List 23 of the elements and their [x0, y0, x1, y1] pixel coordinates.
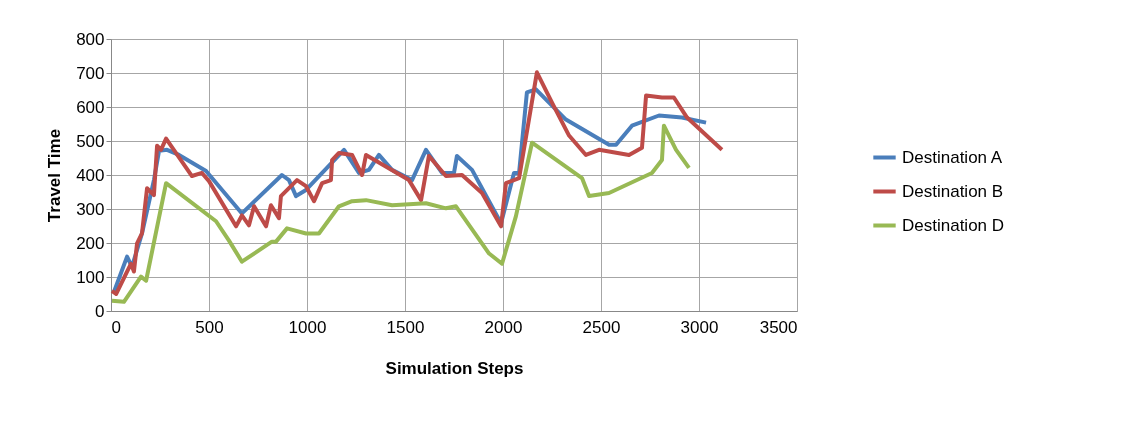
- y-tick-label: 600: [76, 97, 105, 117]
- legend-label: Destination D: [902, 215, 1005, 235]
- line-series: [109, 123, 691, 304]
- y-tick-label: 700: [76, 63, 105, 83]
- x-tick-label: 500: [195, 317, 224, 337]
- x-tick-label: 2000: [484, 317, 523, 337]
- y-tick-label: 100: [76, 267, 105, 287]
- y-tick-label: 200: [76, 233, 105, 253]
- y-axis-title: Travel Time: [45, 128, 65, 223]
- y-tick-label: 500: [76, 131, 105, 151]
- x-tick-label: 1000: [288, 317, 327, 337]
- x-tick-label: 1500: [386, 317, 425, 337]
- legend-label: Destination B: [902, 181, 1004, 201]
- y-tick-label: 800: [76, 29, 105, 49]
- x-tick-label: 3000: [680, 317, 719, 337]
- x-tick-label: 0: [111, 317, 121, 337]
- y-tick-label: 300: [76, 199, 105, 219]
- legend-label: Destination A: [902, 147, 1003, 167]
- x-tick-label: 3500: [759, 317, 798, 337]
- y-tick-label: 0: [95, 301, 105, 321]
- x-axis-title: Simulation Steps: [385, 358, 524, 378]
- y-tick-label: 400: [76, 165, 105, 185]
- x-tick-label: 2500: [582, 317, 621, 337]
